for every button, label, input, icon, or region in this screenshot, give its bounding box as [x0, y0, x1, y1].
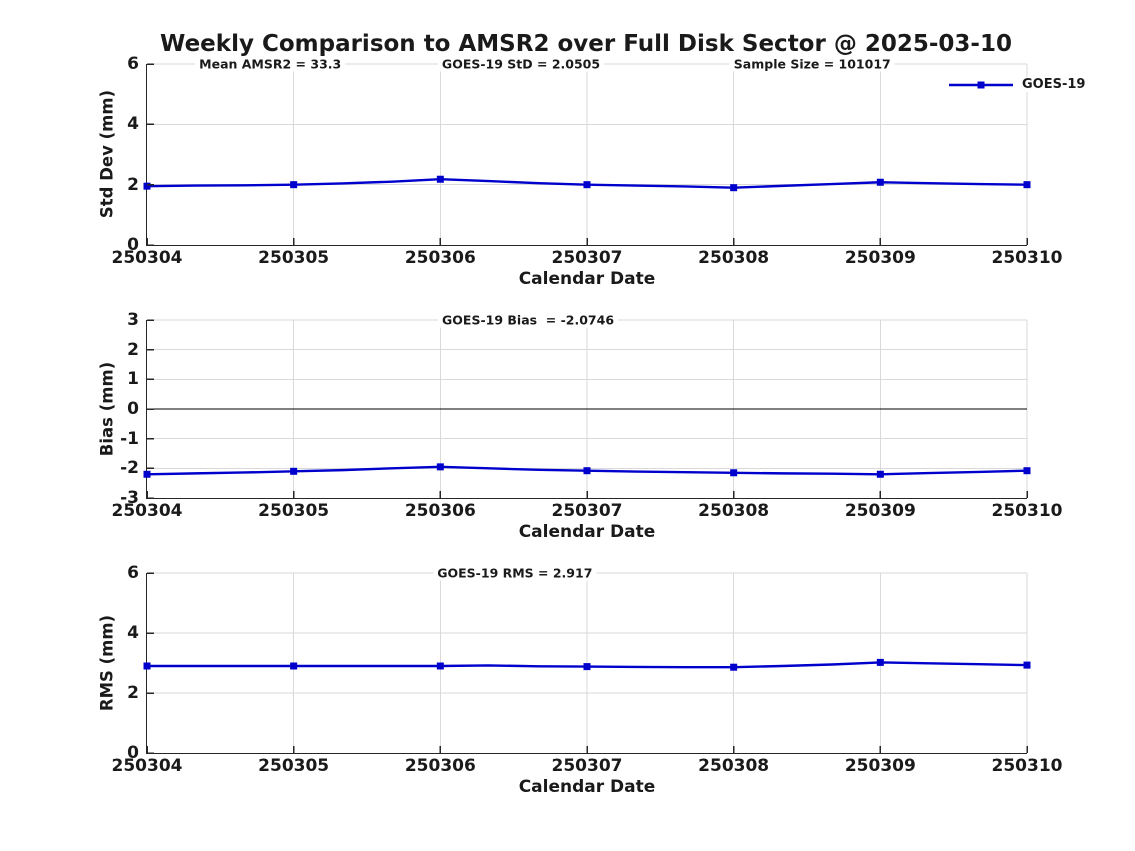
y-tick-label: 4 [127, 623, 139, 643]
y-tick-label: -1 [120, 428, 139, 449]
x-tick-label: 250306 [404, 501, 476, 521]
line-chart-stddev [143, 63, 1031, 246]
y-tick-label: 6 [127, 563, 139, 583]
plot-area-bias: Calendar Date GOES-19 Bias = -2.0746 2503… [112, 310, 1063, 542]
y-tick-label: -3 [120, 488, 139, 508]
x-tick-label: 250307 [551, 756, 623, 776]
y-axis-label-stddev: Std Dev (mm) [97, 89, 117, 219]
x-tick-label: 250305 [258, 501, 330, 521]
plot-annotation: Mean AMSR2 = 33.3 [195, 56, 346, 72]
y-tick-label: 2 [127, 339, 139, 360]
x-tick-label: 250307 [551, 248, 623, 268]
y-tick-label: 0 [127, 743, 139, 763]
plot-area-stddev: GOES-19 Calendar Date Mean AMSR2 = 33.3 G… [112, 54, 1088, 289]
x-tick-label: 250306 [404, 756, 476, 776]
y-tick-label: 2 [127, 683, 139, 703]
plot-annotation: Sample Size = 101017 [729, 56, 895, 72]
x-tick-label: 250308 [698, 501, 770, 521]
plot-annotation: GOES-19 StD = 2.0505 [437, 56, 605, 72]
x-tick-label: 250305 [258, 756, 330, 776]
y-tick-label: 2 [127, 174, 139, 195]
x-tick-label: 250304 [111, 248, 183, 268]
legend: GOES-19 [949, 77, 1088, 92]
x-tick-label: 250309 [844, 248, 916, 268]
x-tick-label: 250309 [844, 501, 916, 521]
x-tick-label: 250310 [991, 756, 1063, 776]
x-tick-label: 250305 [258, 248, 330, 268]
x-tick-label: 250309 [844, 756, 916, 776]
x-tick-label: 250310 [991, 501, 1063, 521]
y-tick-label: 1 [127, 369, 139, 390]
x-axis-label-rms: Calendar Date [518, 777, 656, 797]
x-tick-label: 250310 [991, 248, 1063, 268]
y-tick-label: 0 [127, 235, 139, 255]
plot-annotation: GOES-19 RMS = 2.917 [433, 565, 597, 581]
x-axis-label-bias: Calendar Date [518, 522, 656, 542]
figure-title: Weekly Comparison to AMSR2 over Full Dis… [160, 31, 1012, 57]
x-tick-label: 250308 [698, 756, 770, 776]
x-tick-label: 250307 [551, 501, 623, 521]
y-tick-label: 6 [127, 54, 139, 74]
line-chart-bias [143, 319, 1031, 499]
y-tick-label: 0 [127, 399, 139, 419]
y-tick-label: 3 [127, 310, 139, 330]
y-tick-label: 4 [127, 114, 139, 135]
plot-area-rms: Calendar Date GOES-19 RMS = 2.917 250304 2… [112, 563, 1063, 797]
plot-annotation: GOES-19 Bias = -2.0746 [438, 312, 619, 328]
legend-marker-icon [977, 81, 985, 88]
x-tick-label: 250304 [111, 501, 183, 521]
x-tick-label: 250304 [111, 756, 183, 776]
legend-line-sample [949, 81, 1013, 88]
x-tick-label: 250308 [698, 248, 770, 268]
y-tick-label: -2 [120, 458, 139, 479]
line-chart-rms [143, 572, 1031, 754]
legend-label: GOES-19 [1020, 77, 1088, 92]
x-tick-label: 250306 [404, 248, 476, 268]
x-axis-label-stddev: Calendar Date [518, 269, 656, 289]
